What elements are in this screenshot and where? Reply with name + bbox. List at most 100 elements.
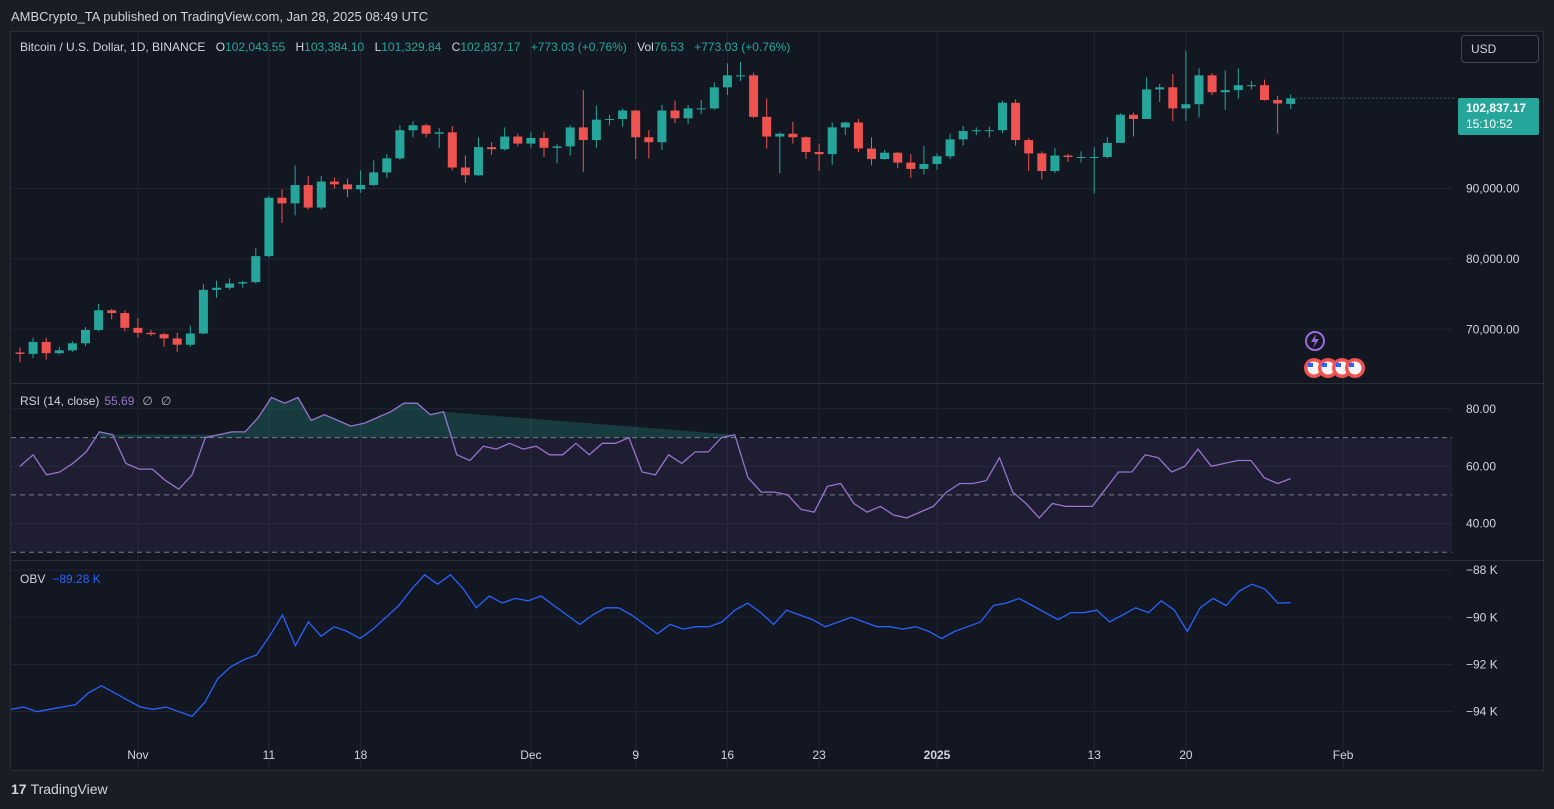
candle-body bbox=[1063, 155, 1073, 157]
candle-body bbox=[932, 156, 942, 164]
us-flag-canton-icon bbox=[1349, 363, 1354, 367]
candle-body bbox=[1181, 104, 1191, 109]
price-axis-tick-label: 90,000.00 bbox=[1466, 182, 1520, 196]
candle-body bbox=[840, 122, 850, 128]
candle-body bbox=[998, 102, 1007, 131]
pane-separator-1[interactable] bbox=[10, 383, 1544, 384]
candle-body bbox=[159, 334, 169, 339]
candle-body bbox=[133, 327, 143, 333]
obv-value: −89.28 K bbox=[52, 572, 101, 586]
candle-body bbox=[618, 110, 628, 119]
obv-axis-tick-label: −92 K bbox=[1466, 657, 1498, 671]
candle-body bbox=[81, 329, 90, 344]
high-value: 103,384.10 bbox=[304, 40, 365, 54]
candle-body bbox=[487, 147, 497, 150]
candle-body bbox=[1273, 99, 1283, 104]
candle-body bbox=[867, 148, 876, 160]
obv-label: OBV bbox=[20, 572, 46, 586]
candle-body bbox=[1129, 114, 1138, 119]
obv-axis-tick-label: −94 K bbox=[1466, 705, 1498, 719]
candle-body bbox=[434, 132, 444, 134]
us-flag-canton-icon bbox=[1308, 363, 1313, 367]
close-label: C bbox=[451, 40, 461, 54]
candle-body bbox=[67, 343, 77, 351]
candle-body bbox=[722, 75, 732, 88]
candle-body bbox=[827, 127, 837, 155]
brand-name: TradingView bbox=[30, 781, 108, 797]
rsi-legend[interactable]: RSI (14, close) 55.69 ∅ ∅ bbox=[20, 394, 171, 408]
footer-brand[interactable]: 17 TradingView bbox=[11, 781, 108, 797]
candle-body bbox=[919, 163, 929, 169]
top-bar: AMBCrypto_TA published on TradingView.co… bbox=[0, 0, 1554, 32]
pane-separator-2[interactable] bbox=[10, 560, 1544, 561]
candle-body bbox=[657, 110, 667, 143]
x-tick-label: Dec bbox=[520, 748, 541, 762]
candle-body bbox=[329, 181, 339, 185]
candle-body bbox=[28, 341, 38, 354]
vol-value: 76.53 bbox=[653, 40, 684, 54]
candle-body bbox=[945, 139, 955, 157]
candle-body bbox=[41, 341, 51, 354]
candle-body bbox=[54, 350, 64, 354]
candle-body bbox=[749, 75, 759, 117]
candle-body bbox=[1076, 156, 1086, 158]
candle-body bbox=[631, 110, 641, 138]
x-tick-label: 13 bbox=[1088, 748, 1102, 762]
candle-body bbox=[15, 352, 25, 354]
obv-legend[interactable]: OBV −89.28 K bbox=[20, 572, 101, 586]
candle-body bbox=[762, 116, 772, 137]
rsi-axis-tick-label: 60.00 bbox=[1466, 459, 1496, 473]
candle-body bbox=[958, 130, 968, 140]
candle-body bbox=[1037, 153, 1047, 172]
candle-body bbox=[474, 147, 483, 176]
candle-body bbox=[277, 197, 287, 204]
currency-button[interactable]: USD bbox=[1461, 35, 1539, 63]
us-flag-canton-icon bbox=[1322, 363, 1327, 367]
candle-body bbox=[1115, 114, 1125, 143]
x-tick-label: 9 bbox=[632, 748, 639, 762]
lightning-icon bbox=[1305, 331, 1325, 351]
candle-body bbox=[591, 119, 601, 141]
candle-body bbox=[578, 127, 588, 141]
candle-body bbox=[264, 197, 274, 257]
open-label: O bbox=[215, 40, 226, 54]
candle-body bbox=[788, 133, 798, 138]
candle-body bbox=[225, 283, 235, 288]
candle-body bbox=[447, 132, 457, 168]
candle-body bbox=[1168, 87, 1178, 109]
high-label: H bbox=[295, 40, 305, 54]
rsi-extra-2: ∅ bbox=[160, 394, 172, 408]
rsi-overbought-fill bbox=[99, 397, 735, 438]
vol-label: Vol bbox=[637, 40, 654, 54]
symbol-name[interactable]: Bitcoin / U.S. Dollar, 1D, BINANCE bbox=[20, 40, 206, 54]
candle-body bbox=[709, 87, 719, 109]
candle-body bbox=[500, 136, 510, 150]
candle-body bbox=[984, 130, 994, 132]
lightning-bolt-icon bbox=[1311, 334, 1319, 348]
candle-body bbox=[1142, 89, 1152, 119]
chart-frame[interactable] bbox=[10, 31, 1544, 771]
open-value: 102,043.55 bbox=[225, 40, 286, 54]
candle-body bbox=[1194, 75, 1204, 105]
candle-body bbox=[971, 130, 981, 132]
last-price: 102,837.17 bbox=[1466, 101, 1527, 115]
published-caption: AMBCrypto_TA published on TradingView.co… bbox=[11, 9, 429, 24]
x-tick-label: 2025 bbox=[924, 748, 951, 762]
candle-body bbox=[736, 75, 745, 77]
rsi-line bbox=[19, 396, 1291, 519]
price-axis-tick-label: 70,000.00 bbox=[1466, 322, 1520, 336]
candle-body bbox=[1011, 102, 1021, 141]
us-flag-canton-icon bbox=[1336, 363, 1341, 367]
candle-body bbox=[408, 125, 418, 131]
candle-body bbox=[146, 332, 156, 335]
economic-events bbox=[1304, 331, 1365, 378]
close-value: 102,837.17 bbox=[460, 40, 521, 54]
candle-body bbox=[814, 152, 824, 155]
x-tick-label: Feb bbox=[1333, 748, 1354, 762]
low-value: 101,329.84 bbox=[381, 40, 442, 54]
change-value: +773.03 (+0.76%) bbox=[530, 40, 627, 54]
candle-body bbox=[395, 130, 405, 159]
candle-body bbox=[565, 127, 575, 147]
candle-body bbox=[290, 185, 300, 204]
